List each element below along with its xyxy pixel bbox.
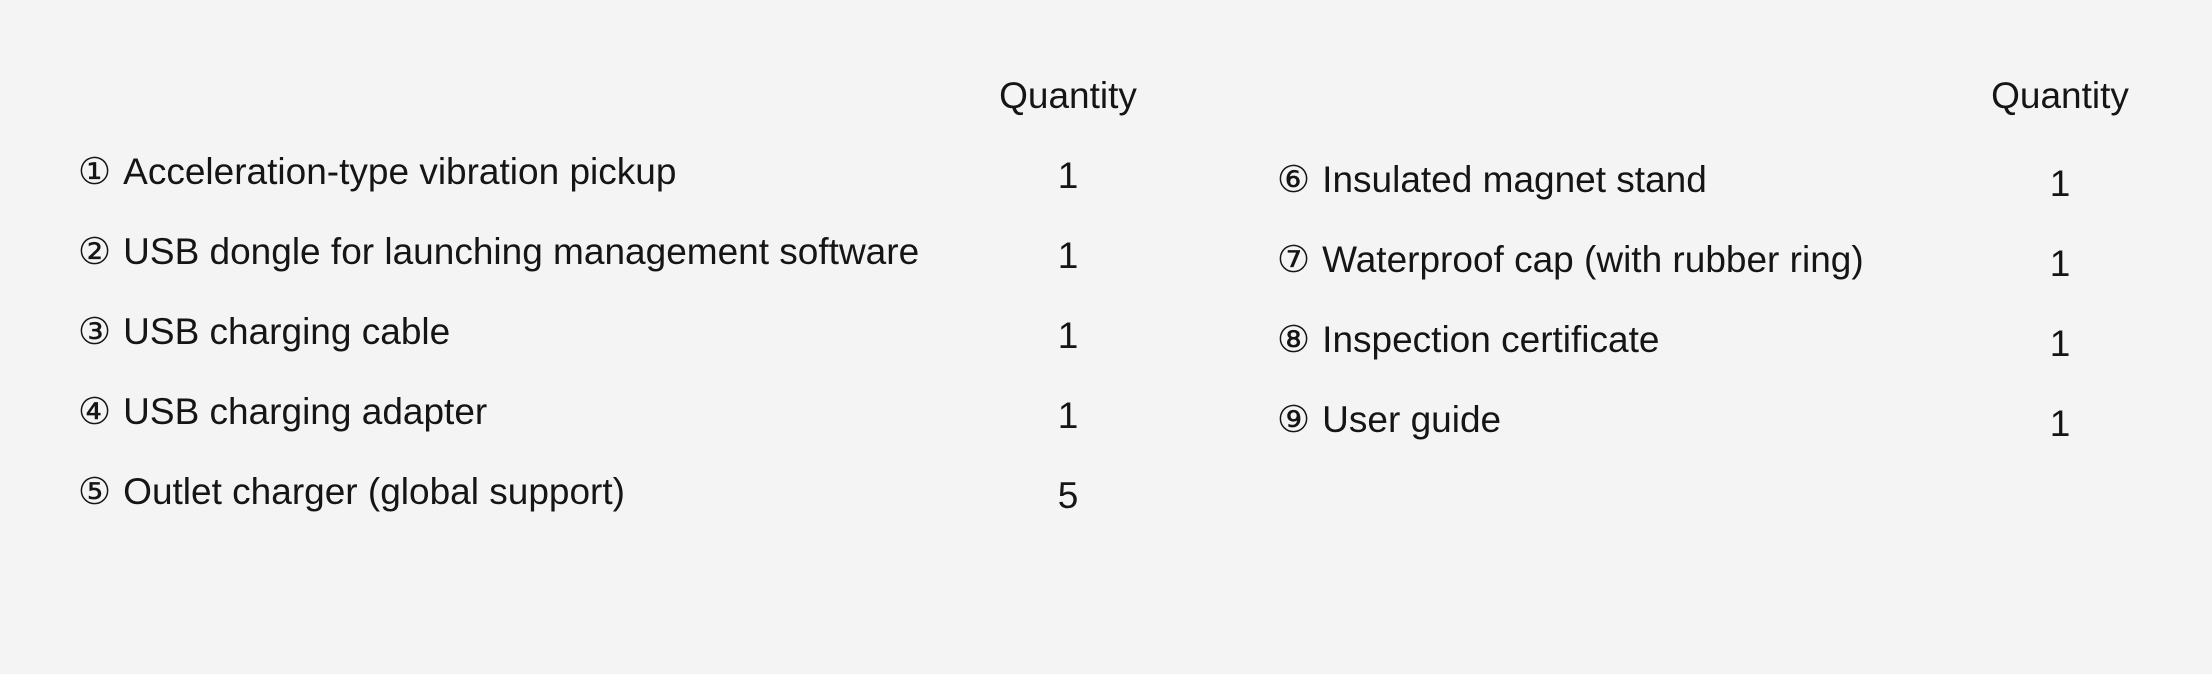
table-row: ④ USB charging adapter 1	[0, 372, 2212, 452]
packing-list-column-right: ⑥ Insulated magnet stand 1 ⑦ Waterproof ca…	[0, 140, 2212, 460]
item-label: ④ USB charging adapter	[78, 372, 487, 452]
table-row: ② USB dongle for launching management sof…	[0, 212, 2212, 292]
circled-number-marker: ⑦	[1277, 239, 1311, 280]
item-quantity: 5	[1057, 475, 1079, 516]
table-row: ⑥ Insulated magnet stand 1	[0, 140, 2212, 220]
table-row: ① Acceleration-type vibration pickup 1	[0, 132, 2212, 212]
item-quantity: 1	[1057, 395, 1079, 436]
circled-number-marker: ⑧	[1277, 319, 1311, 360]
item-label: ⑨ User guide	[1277, 380, 1501, 460]
item-quantity: 1	[1057, 155, 1079, 196]
item-label: ⑤ Outlet charger (global support)	[78, 452, 625, 532]
item-text: USB charging cable	[123, 311, 451, 352]
item-quantity: 1	[2049, 403, 2071, 444]
item-text: USB dongle for launching management soft…	[123, 231, 920, 272]
item-label: ⑥ Insulated magnet stand	[1277, 140, 1707, 220]
table-row: ⑤ Outlet charger (global support) 5	[0, 452, 2212, 532]
table-row: ⑧ Inspection certificate 1	[0, 300, 2212, 380]
quantity-header-left: Quantity	[999, 75, 1137, 116]
circled-number-marker: ③	[78, 311, 112, 352]
item-text: User guide	[1322, 399, 1502, 440]
item-quantity: 1	[2049, 243, 2071, 284]
circled-number-marker: ⑥	[1277, 159, 1311, 200]
item-text: USB charging adapter	[123, 391, 488, 432]
item-quantity: 1	[2049, 163, 2071, 204]
circled-number-marker: ④	[78, 391, 112, 432]
item-text: Insulated magnet stand	[1322, 159, 1707, 200]
table-row: ③ USB charging cable 1	[0, 292, 2212, 372]
circled-number-marker: ⑤	[78, 471, 112, 512]
item-label: ③ USB charging cable	[78, 292, 450, 372]
item-quantity: 1	[1057, 315, 1079, 356]
item-label: ⑧ Inspection certificate	[1277, 300, 1659, 380]
table-row: ⑦ Waterproof cap (with rubber ring) 1	[0, 220, 2212, 300]
item-quantity: 1	[2049, 323, 2071, 364]
item-label: ② USB dongle for launching management sof…	[78, 212, 919, 292]
item-text: Acceleration-type vibration pickup	[123, 151, 677, 192]
item-label: ⑦ Waterproof cap (with rubber ring)	[1277, 220, 1864, 300]
item-text: Waterproof cap (with rubber ring)	[1322, 239, 1864, 280]
circled-number-marker: ⑨	[1277, 399, 1311, 440]
quantity-header-right: Quantity	[1991, 75, 2129, 116]
item-quantity: 1	[1057, 235, 1079, 276]
item-text: Outlet charger (global support)	[123, 471, 625, 512]
circled-number-marker: ①	[78, 151, 112, 192]
item-text: Inspection certificate	[1322, 319, 1660, 360]
circled-number-marker: ②	[78, 231, 112, 272]
table-row: ⑨ User guide 1	[0, 380, 2212, 460]
item-label: ① Acceleration-type vibration pickup	[78, 132, 676, 212]
